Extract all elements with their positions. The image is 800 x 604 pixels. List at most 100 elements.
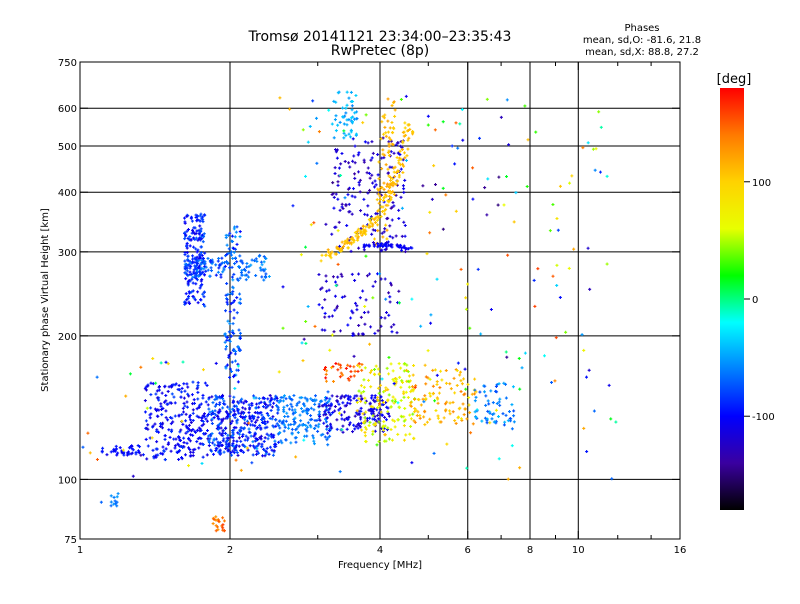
data-point	[205, 419, 209, 423]
data-point	[352, 423, 356, 427]
data-point	[101, 446, 105, 450]
data-point	[193, 429, 197, 433]
data-point	[380, 120, 384, 124]
data-point	[240, 273, 244, 277]
data-point	[378, 272, 382, 276]
data-point	[214, 273, 218, 277]
data-point	[267, 275, 271, 279]
data-point	[341, 106, 345, 110]
data-point	[121, 448, 125, 452]
data-point	[416, 397, 420, 401]
data-point	[444, 193, 448, 197]
data-point	[504, 413, 508, 417]
data-point	[194, 266, 198, 270]
data-point	[248, 407, 252, 411]
data-point	[381, 413, 384, 417]
data-point	[362, 311, 366, 315]
data-point	[232, 373, 236, 377]
data-point	[198, 286, 202, 290]
data-point	[355, 110, 359, 114]
data-point	[364, 427, 368, 431]
data-point	[410, 385, 414, 389]
data-point	[349, 370, 353, 374]
data-point	[237, 301, 241, 305]
data-point	[483, 416, 487, 420]
data-point	[345, 224, 349, 228]
data-point	[389, 206, 393, 210]
data-point	[254, 257, 258, 261]
data-point	[388, 194, 392, 198]
data-point	[109, 494, 113, 498]
data-point	[375, 443, 379, 447]
data-point	[597, 110, 601, 114]
data-point	[426, 349, 430, 353]
data-point	[238, 348, 242, 352]
data-point	[504, 382, 508, 386]
data-point	[464, 407, 468, 411]
data-point	[336, 197, 340, 201]
data-point	[217, 266, 221, 270]
data-point	[183, 404, 187, 408]
data-point	[323, 311, 327, 315]
data-point	[198, 224, 202, 228]
data-point	[438, 386, 442, 390]
data-point	[349, 241, 353, 245]
data-point	[392, 151, 396, 155]
data-point	[234, 458, 238, 462]
data-point	[498, 397, 502, 401]
data-point	[441, 227, 445, 231]
data-point	[468, 326, 472, 330]
data-point	[421, 184, 425, 188]
data-point	[334, 192, 338, 196]
data-point	[399, 385, 403, 389]
data-point	[237, 411, 241, 415]
data-point	[155, 429, 159, 433]
data-point	[330, 250, 334, 254]
data-point	[347, 210, 351, 214]
data-point	[369, 215, 373, 219]
data-point	[350, 108, 354, 112]
data-point	[331, 181, 335, 185]
data-point	[190, 290, 194, 294]
data-point	[591, 147, 595, 151]
data-point	[351, 237, 355, 241]
data-point	[471, 422, 475, 426]
data-point	[428, 210, 432, 214]
data-point	[467, 396, 471, 400]
data-point	[439, 369, 443, 373]
data-point	[351, 311, 355, 315]
data-point	[250, 258, 254, 262]
data-point	[222, 266, 226, 270]
data-point	[359, 425, 363, 429]
data-point	[353, 176, 357, 180]
data-point	[150, 436, 154, 440]
data-point	[292, 422, 296, 426]
data-point	[456, 146, 460, 150]
grid-lines	[80, 62, 680, 539]
data-point	[195, 255, 199, 259]
data-point	[230, 370, 234, 374]
data-point	[192, 236, 196, 240]
data-point	[392, 166, 396, 170]
data-point	[263, 426, 267, 430]
data-point	[382, 390, 386, 394]
data-point	[444, 381, 448, 385]
data-point	[184, 424, 188, 428]
data-point	[459, 267, 463, 271]
data-point	[194, 236, 198, 240]
data-point	[272, 449, 276, 453]
data-point	[388, 295, 392, 299]
data-point	[229, 302, 233, 306]
data-point	[232, 246, 236, 250]
data-point	[380, 377, 384, 381]
data-point	[382, 132, 386, 136]
data-point	[387, 414, 391, 418]
data-point	[338, 363, 342, 367]
data-point	[360, 368, 364, 372]
data-point	[371, 296, 375, 300]
data-point	[405, 154, 409, 158]
data-point	[349, 90, 353, 94]
data-point	[188, 261, 192, 265]
data-point	[224, 426, 228, 430]
data-point	[386, 167, 390, 171]
